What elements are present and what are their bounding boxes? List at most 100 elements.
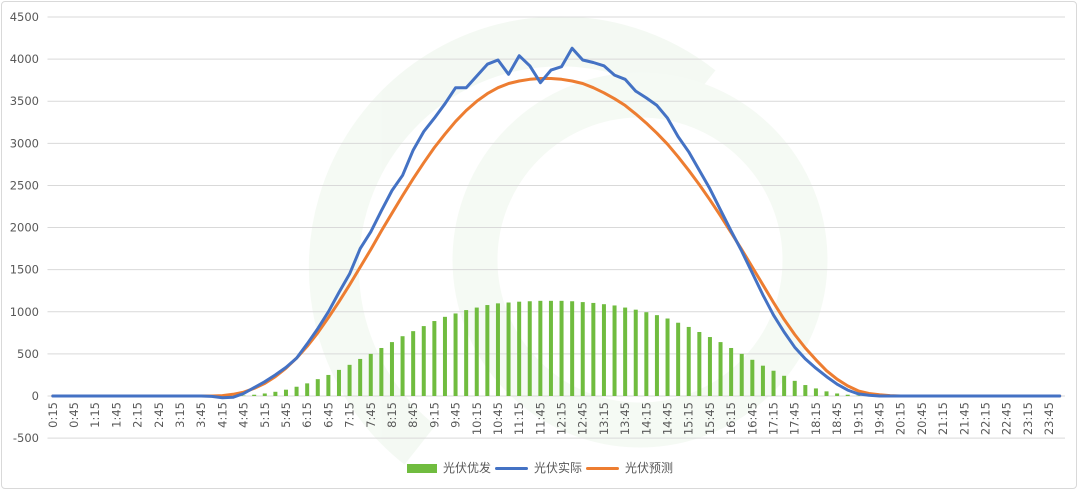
bar-generation (495, 303, 500, 396)
x-tick-label: 5:45 (279, 402, 293, 428)
bar-generation (676, 322, 681, 396)
bar-generation (835, 393, 840, 396)
x-tick-label: 13:15 (597, 402, 611, 435)
bar-generation (389, 342, 394, 396)
x-tick-label: 17:45 (788, 402, 802, 435)
y-tick-label: 3000 (10, 136, 39, 150)
x-tick-label: 20:15 (894, 402, 908, 435)
x-tick-label: 21:45 (957, 402, 971, 435)
x-tick-label: 15:15 (682, 402, 696, 435)
bar-generation (813, 388, 818, 396)
x-tick-label: 23:45 (1042, 402, 1056, 435)
bar-generation (686, 326, 691, 396)
bar-generation (750, 359, 755, 396)
x-tick-label: 15:45 (703, 402, 717, 435)
chart-legend: 光伏优发 光伏实际 光伏预测 (0, 461, 1080, 476)
x-tick-label: 19:15 (851, 402, 865, 435)
x-tick-label: 13:45 (618, 402, 632, 435)
x-tick-label: 11:45 (533, 402, 547, 435)
bar-generation (315, 379, 320, 396)
x-tick-label: 6:45 (321, 402, 335, 428)
bar-generation (792, 380, 797, 396)
x-tick-label: 8:45 (406, 402, 420, 428)
x-tick-label: 1:45 (109, 402, 123, 428)
legend-item-generation[interactable]: 光伏优发 (406, 461, 491, 476)
x-tick-label: 3:15 (173, 402, 187, 428)
legend-item-forecast[interactable]: 光伏预测 (586, 461, 673, 476)
bar-generation (326, 374, 331, 396)
y-tick-label: 500 (17, 347, 39, 361)
y-tick-label: 1000 (10, 305, 39, 319)
x-tick-label: 12:45 (576, 402, 590, 435)
bar-generation (580, 302, 585, 396)
bar-generation (411, 331, 416, 396)
bar-generation (760, 365, 765, 396)
x-tick-label: 1:15 (88, 402, 102, 428)
x-tick-label: 7:45 (364, 402, 378, 428)
bar-generation (559, 300, 564, 396)
x-tick-label: 4:15 (215, 402, 229, 428)
x-tick-label: 0:15 (46, 402, 60, 428)
y-tick-label: 2000 (10, 221, 39, 235)
legend-label: 光伏优发 (442, 461, 491, 475)
x-tick-label: 5:15 (258, 402, 272, 428)
x-tick-label: 8:15 (385, 402, 399, 428)
x-tick-label: 12:15 (555, 402, 569, 435)
x-tick-label: 22:45 (1000, 402, 1014, 435)
x-tick-label: 2:15 (131, 402, 145, 428)
bar-generation (729, 347, 734, 396)
x-tick-label: 0:45 (67, 402, 81, 428)
bar-generation (665, 318, 670, 396)
bar-generation (601, 304, 606, 396)
bar-generation (347, 364, 352, 396)
bar-generation (654, 315, 659, 396)
bar-generation (379, 347, 384, 396)
bar-generation (273, 391, 278, 396)
bar-generation (623, 307, 628, 396)
bar-generation (718, 342, 723, 396)
y-tick-label: -500 (13, 431, 39, 445)
x-tick-label: 21:15 (936, 402, 950, 435)
x-tick-label: 16:45 (745, 402, 759, 435)
bar-generation (400, 336, 405, 396)
line-actual (51, 46, 1062, 400)
bar-generation (570, 301, 575, 396)
y-tick-label: 2500 (10, 178, 39, 192)
x-tick-label: 4:45 (237, 402, 251, 428)
bar-generation (453, 313, 458, 396)
bar-generation (474, 307, 479, 396)
bar-generation (294, 386, 299, 396)
bar-generation (506, 302, 511, 396)
bar-generation (697, 331, 702, 396)
bar-generation (421, 326, 426, 396)
bar-generation (633, 309, 638, 396)
bar-generation (591, 302, 596, 396)
x-tick-label: 6:15 (300, 402, 314, 428)
x-tick-label: 18:45 (830, 402, 844, 435)
x-tick-label: 20:45 (915, 402, 929, 435)
bar-generation (739, 353, 744, 396)
bar-generation (464, 310, 469, 396)
legend-item-actual[interactable]: 光伏实际 (494, 461, 582, 476)
x-tick-label: 18:15 (809, 402, 823, 435)
legend-swatch-forecast (586, 467, 619, 470)
legend-label: 光伏实际 (533, 461, 582, 475)
y-tick-label: 4500 (10, 10, 39, 24)
bar-generation (538, 300, 543, 396)
bar-generation (252, 394, 257, 396)
bar-generation (485, 305, 490, 396)
legend-label: 光伏预测 (625, 461, 674, 475)
x-tick-label: 10:45 (491, 402, 505, 435)
bar-generation (336, 369, 341, 396)
y-tick-label: 3500 (10, 94, 39, 108)
bar-generation (283, 389, 288, 396)
bar-generation (803, 385, 808, 396)
legend-swatch-actual (494, 467, 528, 470)
x-tick-label: 16:15 (724, 402, 738, 435)
bar-generation (771, 370, 776, 396)
x-tick-label: 22:15 (979, 402, 993, 435)
x-tick-label: 11:15 (512, 402, 526, 435)
x-tick-label: 19:45 (873, 402, 887, 435)
